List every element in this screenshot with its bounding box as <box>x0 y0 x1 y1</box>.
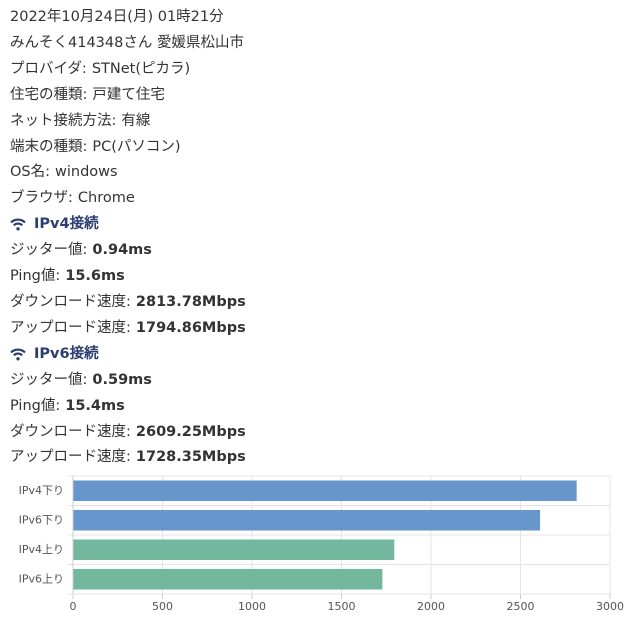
info-row: 端末の種類: PC(パソコン) <box>10 135 246 161</box>
info-row: ネット接続方法: 有線 <box>10 109 246 135</box>
info-value: 有線 <box>121 112 151 129</box>
metric-value: 0.94ms <box>92 242 152 259</box>
bar <box>73 480 577 501</box>
metric-label: ダウンロード速度: <box>10 423 131 440</box>
section-title-text: IPv4接続 <box>34 216 99 233</box>
section-title: IPv4接続 <box>10 212 246 238</box>
bar <box>73 510 541 531</box>
x-tick-label: 1000 <box>238 600 266 613</box>
x-tick-label: 2000 <box>417 600 445 613</box>
metric-label: ダウンロード速度: <box>10 293 131 310</box>
info-value: STNet(ピカラ) <box>91 60 191 77</box>
chart: 0 500 1000 1500 2000 2500 3000 IPv4下り IPv6下り IPv4… <box>19 475 624 613</box>
info-value: Chrome <box>77 190 135 207</box>
metric-label: Ping値: <box>10 397 61 414</box>
bar <box>73 539 395 560</box>
metric-value: 2813.78Mbps <box>135 293 246 310</box>
metric-row: アップロード速度: 1794.86Mbps <box>10 316 246 342</box>
metric-label: ジッター値: <box>10 371 88 388</box>
info-value: 戸建て住宅 <box>92 86 165 103</box>
section-title: IPv6接続 <box>10 342 246 368</box>
bar <box>73 569 383 590</box>
metric-row: ジッター値: 0.59ms <box>10 368 246 394</box>
y-tick-label: IPv4上り <box>19 543 64 556</box>
user: みんそく414348さん 愛媛県松山市 <box>10 34 244 51</box>
metric-row: ジッター値: 0.94ms <box>10 238 246 264</box>
x-tick-label: 500 <box>152 600 173 613</box>
info-label: プロバイダ: <box>10 60 87 77</box>
result-text: 2022年10月24日(月) 01時21分みんそく414348さん 愛媛県松山市… <box>10 5 246 471</box>
metric-row: ダウンロード速度: 2813.78Mbps <box>10 290 246 316</box>
y-tick-label: IPv4下り <box>19 484 64 497</box>
info-label: OS名: <box>10 164 51 181</box>
section-title-text: IPv6接続 <box>34 345 99 362</box>
metric-row: ダウンロード速度: 2609.25Mbps <box>10 420 246 446</box>
info-label: ブラウザ: <box>10 190 73 207</box>
metric-value: 2609.25Mbps <box>135 423 246 440</box>
user-line: みんそく414348さん 愛媛県松山市 <box>10 31 246 57</box>
metric-value: 1794.86Mbps <box>135 319 246 336</box>
info-label: 住宅の種類: <box>10 86 88 103</box>
info-label: ネット接続方法: <box>10 112 117 129</box>
metric-value: 0.59ms <box>92 371 152 388</box>
metric-row: Ping値: 15.4ms <box>10 394 246 420</box>
metric-value: 15.4ms <box>65 397 125 414</box>
x-tick-label: 1500 <box>328 600 356 613</box>
metric-label: ジッター値: <box>10 242 88 259</box>
info-label: 端末の種類: <box>10 138 88 155</box>
info-row: ブラウザ: Chrome <box>10 186 246 212</box>
metric-row: アップロード速度: 1728.35Mbps <box>10 445 246 471</box>
info-row: 住宅の種類: 戸建て住宅 <box>10 83 246 109</box>
datetime-line: 2022年10月24日(月) 01時21分 <box>10 5 246 31</box>
metric-value: 15.6ms <box>65 268 125 285</box>
wifi-icon <box>10 218 26 231</box>
x-tick-label: 0 <box>70 600 77 613</box>
info-row: プロバイダ: STNet(ピカラ) <box>10 57 246 83</box>
info-row: OS名: windows <box>10 160 246 186</box>
info-value: windows <box>55 164 118 181</box>
x-tick-label: 3000 <box>596 600 624 613</box>
metric-row: Ping値: 15.6ms <box>10 264 246 290</box>
metric-value: 1728.35Mbps <box>135 449 246 466</box>
metric-label: アップロード速度: <box>10 449 131 466</box>
metric-label: アップロード速度: <box>10 319 131 336</box>
wifi-icon <box>10 348 26 361</box>
x-tick-label: 2500 <box>507 600 535 613</box>
metric-label: Ping値: <box>10 268 61 285</box>
y-tick-label: IPv6上り <box>19 572 64 585</box>
y-tick-label: IPv6下り <box>19 513 64 526</box>
datetime: 2022年10月24日(月) 01時21分 <box>10 9 224 25</box>
info-value: PC(パソコン) <box>92 138 181 155</box>
